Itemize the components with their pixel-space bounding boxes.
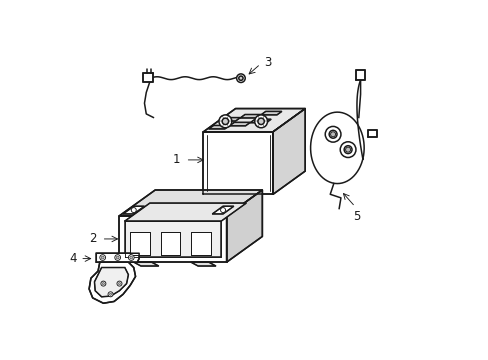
Polygon shape	[240, 114, 261, 118]
Polygon shape	[94, 267, 128, 297]
Circle shape	[131, 208, 136, 212]
Polygon shape	[261, 111, 281, 115]
Circle shape	[108, 292, 113, 297]
Polygon shape	[134, 262, 159, 266]
Polygon shape	[130, 232, 149, 255]
Polygon shape	[190, 262, 216, 266]
Circle shape	[219, 115, 231, 128]
Polygon shape	[143, 73, 153, 82]
Circle shape	[109, 293, 111, 296]
Circle shape	[115, 255, 121, 260]
Circle shape	[236, 74, 244, 82]
Polygon shape	[203, 109, 305, 132]
Polygon shape	[190, 232, 210, 255]
Polygon shape	[96, 253, 139, 262]
Circle shape	[116, 256, 119, 259]
Circle shape	[222, 118, 228, 125]
Text: 1: 1	[172, 153, 180, 166]
Polygon shape	[89, 262, 135, 303]
Polygon shape	[367, 130, 376, 137]
Circle shape	[101, 281, 106, 286]
Text: 3: 3	[264, 55, 271, 69]
Circle shape	[330, 132, 335, 137]
Polygon shape	[203, 132, 272, 194]
Polygon shape	[229, 122, 250, 126]
Circle shape	[118, 283, 121, 285]
Polygon shape	[219, 118, 240, 121]
Polygon shape	[212, 206, 233, 214]
Polygon shape	[124, 221, 221, 257]
Circle shape	[254, 115, 267, 128]
Polygon shape	[226, 190, 262, 262]
Polygon shape	[124, 203, 246, 221]
Polygon shape	[119, 216, 226, 262]
Circle shape	[238, 76, 243, 80]
Circle shape	[117, 281, 122, 286]
Polygon shape	[123, 206, 144, 214]
Polygon shape	[250, 119, 270, 123]
Circle shape	[220, 208, 225, 212]
Polygon shape	[119, 190, 262, 216]
Polygon shape	[272, 109, 305, 194]
Circle shape	[128, 255, 134, 260]
Text: 4: 4	[69, 252, 77, 265]
Circle shape	[345, 147, 350, 152]
Circle shape	[325, 126, 340, 142]
Text: 5: 5	[353, 210, 360, 223]
Polygon shape	[160, 232, 180, 255]
Circle shape	[102, 283, 104, 285]
Circle shape	[100, 255, 105, 260]
Circle shape	[130, 256, 132, 259]
Circle shape	[344, 146, 351, 154]
Text: 2: 2	[88, 233, 96, 246]
Polygon shape	[355, 70, 365, 80]
Circle shape	[101, 256, 104, 259]
Circle shape	[340, 142, 355, 157]
Polygon shape	[208, 125, 229, 129]
Circle shape	[328, 130, 336, 138]
Circle shape	[257, 118, 264, 125]
